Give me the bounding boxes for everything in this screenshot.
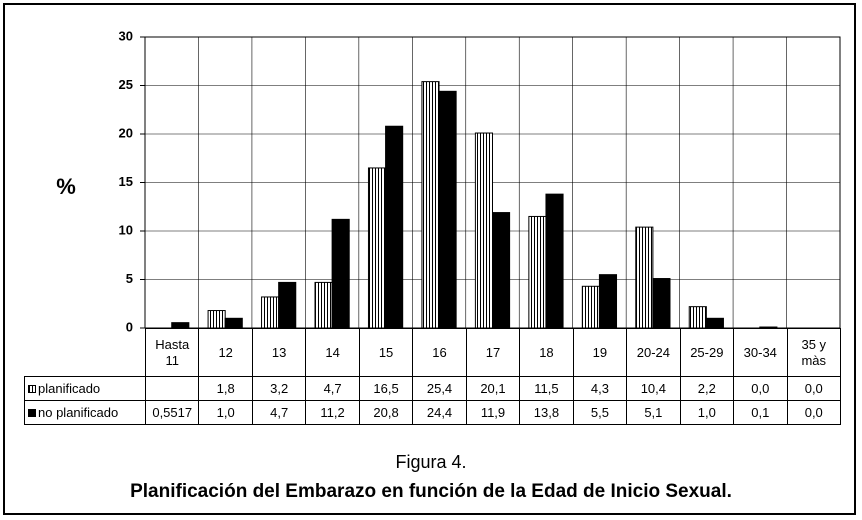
data-table-value: 25,4 [412,376,467,401]
bar [635,226,654,329]
bar [367,167,387,329]
data-table-value: 4,7 [305,376,360,401]
category-label: 35 y màs [786,328,841,377]
category-label: 25-29 [679,328,735,377]
bar [421,81,440,329]
bar [171,322,190,329]
bar [474,132,493,329]
data-table-value: 3,2 [251,376,307,401]
category-label: 18 [519,328,574,377]
bar [598,274,618,329]
data-table-value: 16,5 [358,376,414,401]
bar [545,193,564,329]
data-table-value: 24,4 [412,400,467,425]
legend-label: no planificado [38,404,119,420]
bar [278,281,297,329]
bar [224,317,243,329]
y-tick-label: 10 [119,222,133,237]
legend-key [28,384,36,393]
data-table-value: 11,5 [519,376,574,401]
bar [261,296,280,329]
y-tick-label: 15 [119,174,133,189]
category-label: 30-34 [733,328,788,377]
bar [705,317,724,329]
data-table-value: 5,1 [626,400,681,425]
bar [759,326,778,329]
bar [652,278,671,329]
data-table-value: 0,1 [733,400,788,425]
bar [314,281,333,329]
bar [688,306,707,329]
data-table-value: 13,8 [519,400,574,425]
category-label: 16 [412,328,467,377]
y-tick-label: 30 [119,28,133,43]
data-table-value: 10,4 [626,376,681,401]
data-table-value: 20,8 [358,400,414,425]
category-label: 13 [251,328,307,377]
y-axis-label: % [56,174,76,199]
data-table-value: 0,5517 [145,400,200,425]
legend-key [28,408,36,417]
data-table-value: 0,0 [786,400,841,425]
chart-frame [3,3,856,515]
category-label: 12 [198,328,253,377]
legend-entry: no planificado [24,400,146,425]
category-label: 14 [305,328,360,377]
bar [438,90,457,329]
data-table-value: 4,3 [572,376,628,401]
legend-label: planificado [38,380,101,396]
bar [207,310,226,329]
data-table-value: 0,0 [733,376,788,401]
data-table-value: 20,1 [465,376,521,401]
bar [385,125,404,329]
y-tick-label: 25 [119,77,133,92]
chart-title: Figura 4. [395,452,467,472]
data-table-value: 4,7 [251,400,307,425]
bar [492,212,511,329]
bar [581,285,600,329]
data-table-value: 11,9 [465,400,521,425]
legend-entry: planificado [24,376,146,401]
data-table-value: 5,5 [572,400,628,425]
y-tick-label: 5 [126,271,133,286]
data-table-value: 1,0 [679,400,735,425]
bar [331,218,350,329]
data-table-value: 1,0 [198,400,253,425]
bar [528,215,547,329]
category-label: 20-24 [626,328,681,377]
category-label: 15 [358,328,414,377]
data-table-value: 1,8 [198,376,253,401]
category-label: 19 [572,328,628,377]
category-label: Hasta 11 [145,328,200,377]
category-label: 17 [465,328,521,377]
chart-subtitle: Planificación del Embarazo en función de… [130,481,732,502]
data-table-value: 0,0 [786,376,841,401]
data-table-value [145,376,200,401]
data-table-value: 11,2 [305,400,360,425]
y-tick-label: 0 [126,319,133,334]
y-tick-label: 20 [119,125,133,140]
data-table-value: 2,2 [679,376,735,401]
